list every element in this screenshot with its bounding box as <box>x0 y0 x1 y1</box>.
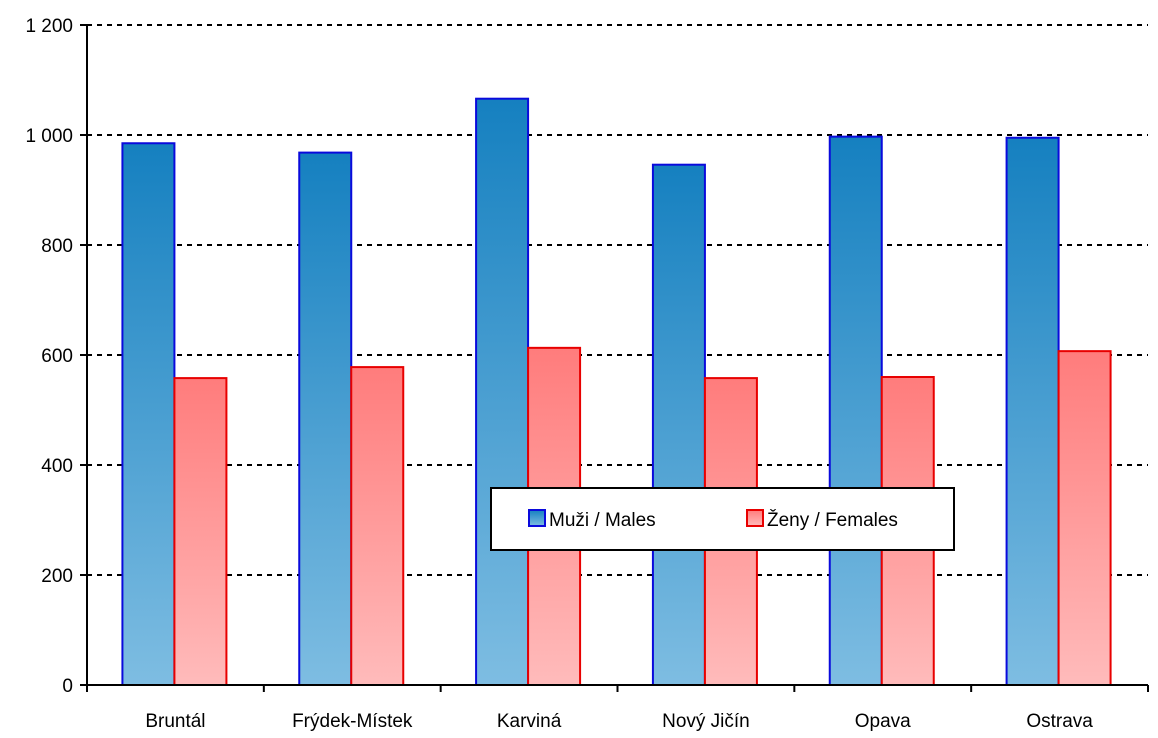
legend-box <box>490 487 955 551</box>
bar-males <box>651 163 706 686</box>
bar-females <box>173 377 228 686</box>
x-tick-label: Ostrava <box>1026 711 1093 732</box>
bar-males <box>121 142 176 686</box>
y-tick-label: 200 <box>41 566 73 587</box>
x-tick-label: Nový Jičín <box>662 711 750 732</box>
legend-swatch <box>528 509 546 527</box>
y-tick-label: 800 <box>41 236 73 257</box>
x-tick-label: Bruntál <box>145 711 205 732</box>
x-tick-label: Frýdek-Místek <box>292 711 413 732</box>
y-tick-labels: 0 200 400 600 800 1 000 1 200 <box>25 16 73 697</box>
axes <box>80 24 1149 692</box>
gridlines <box>87 24 1148 576</box>
y-tick-label: 600 <box>41 346 73 367</box>
bar-females <box>350 366 405 686</box>
bars <box>121 97 1112 687</box>
legend-label: Muži / Males <box>549 510 656 531</box>
bar-males <box>1005 136 1060 686</box>
y-tick-label: 1 000 <box>25 126 73 147</box>
y-tick-label: 1 200 <box>25 16 73 37</box>
x-tick-label: Karviná <box>497 711 562 732</box>
y-tick-label: 0 <box>62 676 73 697</box>
legend: Muži / Males Ženy / Females <box>490 487 955 551</box>
y-tick-label: 400 <box>41 456 73 477</box>
bar-males <box>828 135 883 686</box>
legend-swatch <box>746 509 764 527</box>
legend-label: Ženy / Females <box>767 509 898 531</box>
bar-males <box>298 151 353 687</box>
x-tick-labels: Bruntál Frýdek-Místek Karviná Nový Jičín Opa… <box>145 711 1093 732</box>
bar-females <box>1057 350 1112 686</box>
bar-males <box>475 97 530 686</box>
x-tick-label: Opava <box>855 711 911 732</box>
